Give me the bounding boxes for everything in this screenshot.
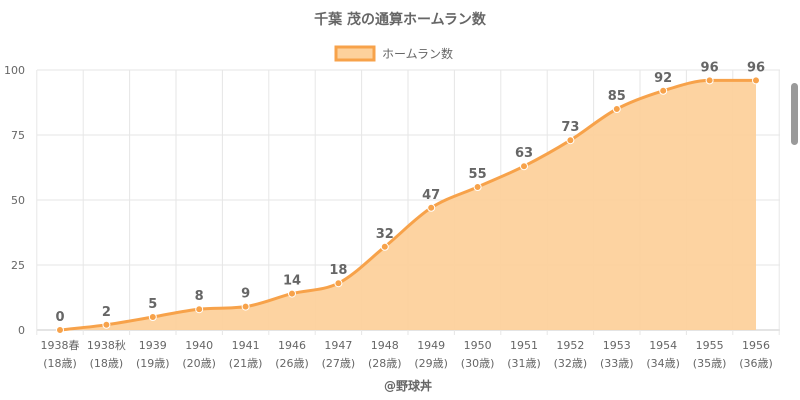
x-tick-age-label: (36歳) xyxy=(739,357,773,370)
x-tick-age-label: (35歳) xyxy=(693,357,727,370)
data-point xyxy=(334,279,343,288)
series-line xyxy=(59,78,756,332)
x-tick-age-label: (20歳) xyxy=(182,357,216,370)
data-point xyxy=(520,162,528,171)
data-label: 73 xyxy=(561,120,579,135)
data-point xyxy=(427,203,436,212)
series-area xyxy=(60,80,756,331)
y-axis-ticks: 0 25 50 75 100 xyxy=(4,64,25,337)
data-point xyxy=(288,289,296,298)
x-axis-ticks: 1938春 (18歳) 1938秋 (18歳) 1939 (19歳) 1940 (20歳) 19… xyxy=(41,338,773,370)
y-tick-label: 25 xyxy=(11,259,25,272)
x-tick-age-label: (19歳) xyxy=(136,357,170,370)
y-tick-label: 100 xyxy=(4,64,25,77)
x-tick-label: 1949 xyxy=(417,339,445,352)
data-point xyxy=(241,302,250,311)
x-tick-label: 1950 xyxy=(464,339,492,352)
scrollbar[interactable] xyxy=(791,83,798,145)
x-tick-age-label: (29歳) xyxy=(414,357,448,370)
data-point xyxy=(752,76,760,85)
x-tick-label: 1955 xyxy=(696,339,724,352)
y-tick-label: 50 xyxy=(11,194,25,207)
y-tick-label: 75 xyxy=(11,129,25,142)
data-label: 55 xyxy=(469,167,487,182)
x-tick-label: 1938秋 xyxy=(87,338,126,352)
data-point xyxy=(148,313,157,321)
legend[interactable]: ホームラン数 xyxy=(334,45,453,62)
x-tick-age-label: (26歳) xyxy=(275,357,309,370)
data-label: 8 xyxy=(195,289,204,304)
x-tick-age-label: (18歳) xyxy=(43,357,77,370)
data-point xyxy=(56,326,64,334)
x-tick-age-label: (27歳) xyxy=(322,357,356,370)
x-tick-age-label: (18歳) xyxy=(90,357,124,370)
data-point xyxy=(380,242,389,251)
legend-swatch xyxy=(334,45,376,62)
x-tick-label: 1939 xyxy=(139,339,167,352)
data-labels: 0 2 5 8 9 14 18 32 47 55 63 73 85 92 96 96 xyxy=(55,60,765,325)
chart-title: 千葉 茂の通算ホームラン数 xyxy=(314,11,487,28)
data-label: 32 xyxy=(376,227,394,242)
x-tick-label: 1948 xyxy=(371,339,399,352)
data-label: 85 xyxy=(608,89,626,104)
data-label: 18 xyxy=(329,263,347,278)
series-home-runs xyxy=(56,76,760,334)
data-label: 14 xyxy=(283,274,301,289)
data-label: 47 xyxy=(422,188,440,203)
data-point xyxy=(102,320,111,329)
data-label: 63 xyxy=(515,146,533,161)
x-tick-label: 1941 xyxy=(232,339,260,352)
data-point xyxy=(705,76,714,85)
x-tick-label: 1938春 xyxy=(41,339,80,352)
x-tick-age-label: (21歳) xyxy=(229,357,263,370)
legend-label: ホームラン数 xyxy=(382,46,453,61)
x-tick-label: 1951 xyxy=(510,339,538,352)
data-label: 96 xyxy=(747,60,765,75)
data-point xyxy=(195,305,204,314)
credit: @野球丼 xyxy=(384,378,432,393)
x-tick-age-label: (32歳) xyxy=(554,357,588,370)
data-point xyxy=(659,86,668,95)
data-point xyxy=(566,136,575,145)
data-label: 0 xyxy=(55,310,64,325)
data-label: 96 xyxy=(701,60,719,75)
data-label: 9 xyxy=(241,287,250,302)
y-tick-label: 0 xyxy=(18,324,25,337)
x-tick-label: 1953 xyxy=(603,339,631,352)
data-label: 5 xyxy=(148,297,157,312)
data-point xyxy=(473,183,482,191)
x-tick-age-label: (30歳) xyxy=(461,357,495,370)
x-tick-label: 1940 xyxy=(185,339,213,352)
x-tick-age-label: (34歳) xyxy=(646,357,680,370)
x-tick-label: 1952 xyxy=(556,339,584,352)
data-label: 92 xyxy=(654,71,672,86)
x-tick-age-label: (33歳) xyxy=(600,357,634,370)
x-tick-label: 1956 xyxy=(742,339,770,352)
x-tick-label: 1946 xyxy=(278,339,306,352)
data-point xyxy=(612,105,621,113)
data-label: 2 xyxy=(102,305,111,320)
x-tick-label: 1954 xyxy=(649,339,677,352)
x-tick-age-label: (28歳) xyxy=(368,357,402,370)
x-tick-age-label: (31歳) xyxy=(507,357,541,370)
x-tick-label: 1947 xyxy=(324,339,352,352)
